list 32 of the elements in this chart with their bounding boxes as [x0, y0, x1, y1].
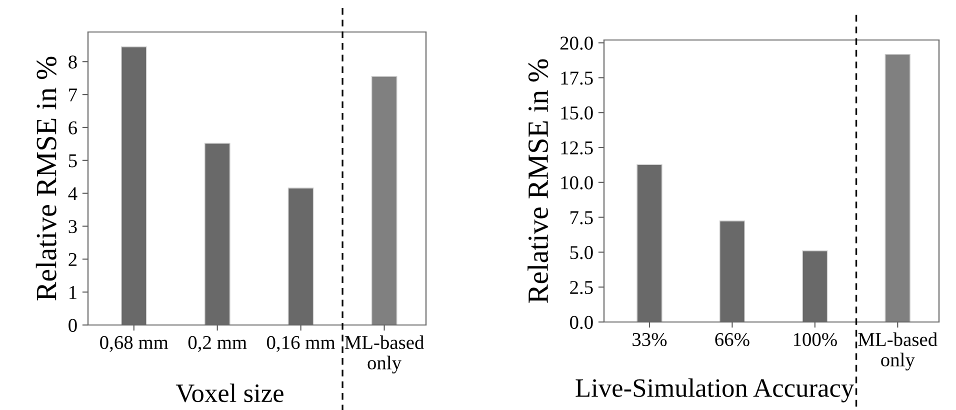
x-axis-title: Voxel size — [176, 384, 284, 402]
y-tick-label: 10.0 — [561, 176, 593, 190]
y-axis-title: Relative RMSE in % — [36, 56, 56, 300]
y-tick-label: 1 — [70, 286, 76, 299]
x-axis-title: Live-Simulation Accuracy — [576, 378, 854, 402]
y-tick-label: 2.5 — [570, 280, 593, 294]
y-tick-label: 3 — [68, 220, 77, 234]
bar — [371, 76, 398, 325]
y-tick-label: 7.5 — [570, 211, 593, 224]
x-tick-label: 33% — [632, 332, 667, 346]
y-tick-label: 20.0 — [560, 36, 593, 50]
x-tick-label: ML-based only — [344, 335, 424, 374]
x-tick-label: 0,68 mm — [100, 336, 168, 352]
y-tick-label: 0.0 — [570, 316, 593, 330]
y-tick-label: 6 — [68, 121, 78, 134]
x-tick-label: ML-based only — [858, 332, 938, 370]
y-tick-label: 12.5 — [561, 141, 593, 155]
bar — [884, 54, 910, 322]
x-tick-label: 66% — [715, 332, 750, 346]
y-tick-label: 15.0 — [561, 106, 593, 120]
x-tick-label: 0,16 mm — [266, 336, 336, 352]
y-tick-label: 5 — [68, 154, 77, 168]
y-tick-label: 4 — [68, 187, 78, 200]
y-axis-title: Relative RMSE in % — [528, 59, 548, 303]
y-tick-label: 2 — [68, 253, 77, 266]
y-tick-label: 7 — [69, 88, 78, 102]
y-tick-label: 5.0 — [570, 246, 593, 260]
y-tick-label: 17.5 — [561, 72, 593, 85]
x-tick-label: 0,2 mm — [188, 336, 247, 352]
y-tick-label: 8 — [68, 55, 77, 69]
x-tick-label: 100% — [794, 332, 837, 346]
y-tick-label: 0 — [68, 318, 77, 332]
